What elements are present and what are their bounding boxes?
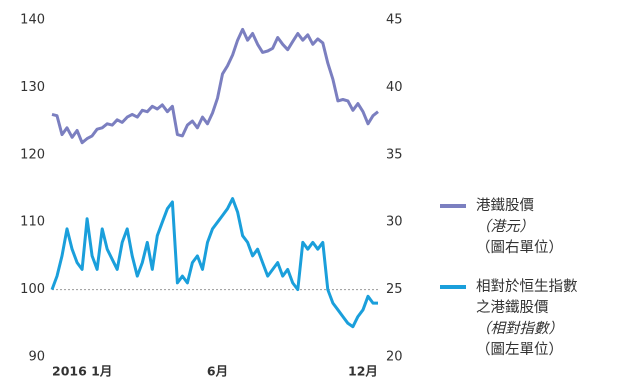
y2-tick-label: 30 [386, 215, 403, 230]
y-tick-label: 100 [20, 282, 45, 297]
legend-swatch [440, 285, 466, 289]
legend-name: 港鐵股價 [476, 198, 534, 214]
legend-unit: （相對指數） [476, 321, 563, 337]
y-tick-label: 90 [28, 350, 45, 365]
series-line [51, 27, 379, 145]
y-tick-label: 130 [20, 80, 45, 95]
y2-tick-label: 25 [386, 282, 403, 297]
legend-text: 港鐵股價 （港元） （圖右單位） [476, 196, 588, 259]
y2-tick-label: 40 [386, 80, 403, 95]
legend-note: （圖右單位） [476, 240, 563, 256]
y-tick-label: 140 [20, 13, 45, 28]
legend-unit: （港元） [476, 219, 534, 235]
legend-swatch [440, 204, 466, 208]
y2-tick-label: 35 [386, 147, 403, 162]
legend-text: 相對於恒生指數之港鐵股價 （相對指數） （圖左單位） [476, 277, 588, 361]
legend-entry: 港鐵股價 （港元） （圖右單位） [440, 196, 588, 259]
x-tick-label: 2016 1月 [52, 364, 112, 379]
x-tick-label: 12月 [348, 364, 378, 379]
x-tick-label: 6月 [207, 364, 228, 379]
series-line [50, 197, 378, 329]
y-tick-label: 110 [20, 215, 45, 230]
legend-name: 相對於恒生指數之港鐵股價 [476, 279, 578, 316]
y-tick-label: 120 [20, 147, 45, 162]
legend-entry: 相對於恒生指數之港鐵股價 （相對指數） （圖左單位） [440, 277, 588, 361]
legend-note: （圖左單位） [476, 342, 563, 358]
y2-tick-label: 20 [386, 350, 403, 365]
y2-tick-label: 45 [386, 13, 403, 28]
